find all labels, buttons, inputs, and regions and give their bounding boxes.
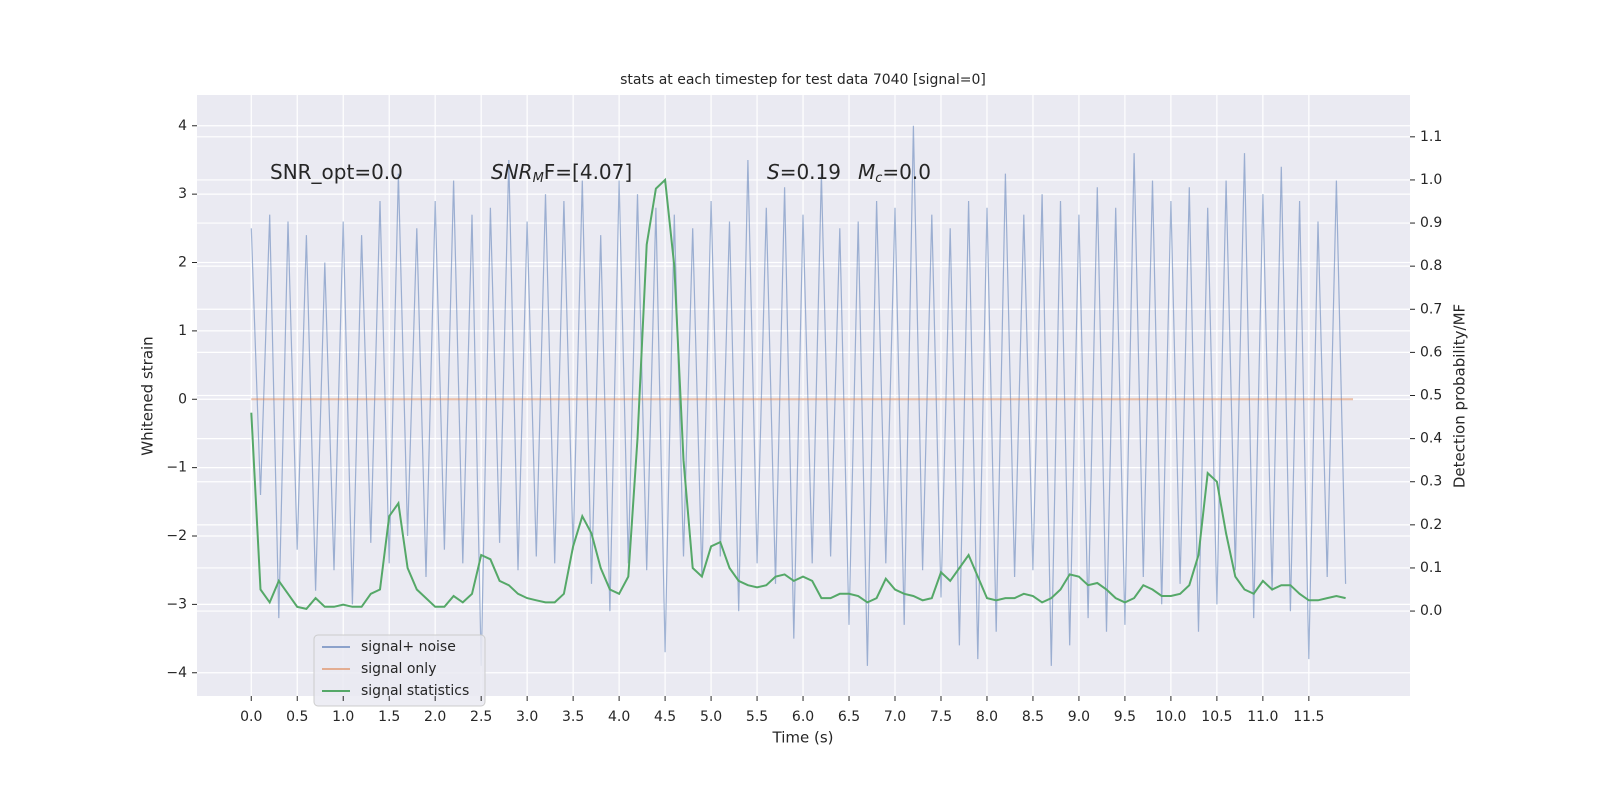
chart-title: stats at each timestep for test data 704… bbox=[620, 72, 986, 88]
annotation: SNRMF=[4.07] bbox=[491, 160, 632, 186]
y-tick-label: −3 bbox=[166, 596, 187, 612]
legend: signal+ noise signal only signal statistic… bbox=[313, 634, 486, 707]
x-tick-label: 8.5 bbox=[1022, 709, 1044, 725]
x-tick-label: 8.0 bbox=[976, 709, 998, 725]
x-tick-label: 0.0 bbox=[240, 709, 262, 725]
x-tick-label: 7.5 bbox=[930, 709, 952, 725]
annotation-base: S bbox=[767, 160, 780, 184]
annotation-tail: =0.19 bbox=[780, 160, 841, 184]
y2-tick-label: 0.9 bbox=[1420, 215, 1442, 231]
y2-axis-label: Detection probability/MF bbox=[1451, 304, 1469, 488]
marks bbox=[250, 125, 1353, 666]
x-tick-label: 9.5 bbox=[1114, 709, 1136, 725]
annotation-base: SNR bbox=[491, 160, 533, 184]
x-tick-label: 2.5 bbox=[470, 709, 492, 725]
x-tick-label: 9.0 bbox=[1068, 709, 1090, 725]
y2-tick-label: 0.4 bbox=[1420, 431, 1442, 447]
annotations: SNR_opt=0.0 SNRMF=[4.07] S=0.19 Mc=0.0 bbox=[270, 160, 931, 186]
y-tick-label: −4 bbox=[166, 665, 187, 681]
y2-tick-label: 1.1 bbox=[1420, 129, 1442, 145]
x-tick-label: 4.0 bbox=[608, 709, 630, 725]
annotation: Mc=0.0 bbox=[858, 160, 931, 186]
annotation-tail: =0.0 bbox=[882, 160, 931, 184]
x-tick-label: 6.5 bbox=[838, 709, 860, 725]
legend-label: signal statistics bbox=[361, 683, 469, 699]
y2-tick-label: 0.2 bbox=[1420, 517, 1442, 533]
x-tick-label: 6.0 bbox=[792, 709, 814, 725]
x-tick-label: 1.0 bbox=[332, 709, 354, 725]
y-tick-label: 3 bbox=[178, 186, 187, 202]
y2-tick-label: 0.6 bbox=[1420, 344, 1442, 360]
y2-tick-label: 0.3 bbox=[1420, 474, 1442, 490]
x-tick-label: 5.0 bbox=[700, 709, 722, 725]
legend-label: signal+ noise bbox=[361, 639, 456, 655]
x-tick-label: 11.5 bbox=[1293, 709, 1324, 725]
y2-tick-label: 0.5 bbox=[1420, 388, 1442, 404]
x-tick-label: 7.0 bbox=[884, 709, 906, 725]
y2-tick-label: 0.0 bbox=[1420, 603, 1442, 619]
annotation-sub: M bbox=[533, 171, 544, 186]
x-tick-label: 0.5 bbox=[286, 709, 308, 725]
y2-tick-label: 1.0 bbox=[1420, 172, 1442, 188]
annotation-tail: F=[4.07] bbox=[544, 160, 632, 184]
x-tick-label: 11.0 bbox=[1247, 709, 1278, 725]
series-line bbox=[250, 177, 1346, 611]
y-tick-label: 2 bbox=[178, 255, 187, 271]
y-tick-label: 4 bbox=[178, 118, 187, 134]
annotation: SNR_opt=0.0 bbox=[270, 160, 403, 184]
x-tick-label: 1.5 bbox=[378, 709, 400, 725]
x-tick-label: 2.0 bbox=[424, 709, 446, 725]
x-tick-label: 10.5 bbox=[1201, 709, 1232, 725]
legend-box bbox=[313, 634, 486, 707]
y-tick-label: 0 bbox=[178, 391, 187, 407]
annotation: S=0.19 bbox=[767, 160, 841, 184]
x-tick-label: 5.5 bbox=[746, 709, 768, 725]
y-axis-label: Whitened strain bbox=[139, 336, 157, 455]
x-axis-label: Time (s) bbox=[772, 729, 834, 747]
x-tick-label: 3.5 bbox=[562, 709, 584, 725]
y-tick-label: −1 bbox=[166, 460, 187, 476]
y-tick-label: −2 bbox=[166, 528, 187, 544]
x-tick-label: 4.5 bbox=[654, 709, 676, 725]
annotation-sub: c bbox=[875, 171, 882, 186]
y2-tick-label: 0.7 bbox=[1420, 301, 1442, 317]
annotation-base: M bbox=[858, 160, 875, 184]
x-tick-label: 3.0 bbox=[516, 709, 538, 725]
x-tick-label: 10.0 bbox=[1155, 709, 1186, 725]
legend-label: signal only bbox=[361, 661, 436, 677]
annotation-base: SNR_opt=0.0 bbox=[270, 160, 403, 184]
y2-tick-label: 0.1 bbox=[1420, 560, 1442, 576]
y-tick-label: 1 bbox=[178, 323, 187, 339]
y2-tick-label: 0.8 bbox=[1420, 258, 1442, 274]
series-line bbox=[250, 125, 1347, 666]
